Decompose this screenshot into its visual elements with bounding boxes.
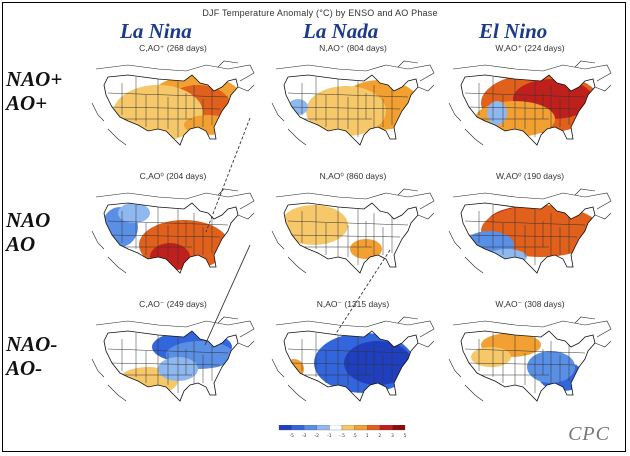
coastline-context xyxy=(91,60,255,146)
panel-title: C,AO⁰ (204 days) xyxy=(139,171,207,181)
colorbar-tick-label: -2 xyxy=(315,433,320,439)
state-borders xyxy=(107,333,229,393)
coastline-context xyxy=(91,316,255,402)
colorbar-swatch xyxy=(354,425,368,431)
row-label-neutral: NAO AO xyxy=(6,208,50,256)
colorbar-tick-label: 1 xyxy=(366,433,369,439)
panel-title: C,AO⁻ (249 days) xyxy=(139,299,207,309)
panel-title: N,AO⁰ (860 days) xyxy=(319,171,387,181)
panel-title: W,AO⁺ (224 days) xyxy=(495,43,565,53)
colorbar-tick-label: 5 xyxy=(404,433,407,439)
colorbar-swatch xyxy=(291,425,305,431)
state-borders xyxy=(287,205,409,265)
panel-title: W,AO⁰ (190 days) xyxy=(495,171,565,181)
colorbar-tick-label: .5 xyxy=(352,433,356,439)
state-borders xyxy=(464,333,586,393)
colorbar-swatch xyxy=(341,425,355,431)
panel-title: C,AO⁺ (268 days) xyxy=(139,43,207,53)
connector-dashed-middle xyxy=(334,249,391,336)
row-label-line: AO+ xyxy=(6,91,48,115)
state-borders xyxy=(107,77,229,137)
us-outline xyxy=(103,74,239,146)
map-svg xyxy=(271,60,435,146)
colorbar-swatch xyxy=(316,425,330,431)
colorbar: -5 -3 -2 -1 -.5 .5 1 2 3 5 xyxy=(278,425,407,439)
map-svg xyxy=(271,188,435,274)
map-panel-el-nino-ao-neutral xyxy=(445,183,615,293)
row-label-line: AO xyxy=(6,232,36,256)
coastline-context xyxy=(448,60,612,146)
row-label-line: AO- xyxy=(6,356,43,380)
panel-title: N,AO⁺ (804 days) xyxy=(319,43,387,53)
colorbar-tick-label: -5 xyxy=(289,433,294,439)
state-borders xyxy=(287,333,409,393)
us-outline xyxy=(460,202,596,274)
colorbar-swatch xyxy=(278,425,292,431)
coastline-context xyxy=(271,60,435,146)
coastline-context xyxy=(448,316,612,402)
us-outline xyxy=(283,202,419,274)
anomaly-shading xyxy=(471,347,511,367)
colorbar-swatch xyxy=(329,425,343,431)
row-label-line: NAO- xyxy=(6,332,58,356)
colorbar-swatch xyxy=(367,425,380,431)
us-outline xyxy=(283,330,419,402)
coastline-context xyxy=(271,188,435,274)
us-outline xyxy=(103,202,239,274)
map-svg xyxy=(271,316,435,402)
state-borders xyxy=(464,77,586,137)
map-panel-el-nino-ao-negative xyxy=(445,311,615,421)
state-borders xyxy=(107,205,229,265)
anomaly-shading xyxy=(118,203,150,223)
state-borders xyxy=(287,77,409,137)
us-outline xyxy=(460,330,596,402)
row-label-line: NAO+ xyxy=(6,67,63,91)
map-svg xyxy=(448,188,612,274)
column-header-la-nada: La Nada xyxy=(303,19,379,43)
us-outline xyxy=(103,330,239,402)
map-svg xyxy=(448,316,612,402)
row-label-line: NAO xyxy=(6,208,51,232)
map-svg xyxy=(91,316,255,402)
colorbar-swatch xyxy=(304,425,317,431)
state-borders xyxy=(464,205,586,265)
column-header-la-nina: La Nina xyxy=(120,19,192,43)
map-panel-la-nada-ao-neutral xyxy=(268,183,438,293)
figure-title: DJF Temperature Anomaly (°C) by ENSO and… xyxy=(202,8,438,18)
map-svg xyxy=(91,188,255,274)
us-outline xyxy=(283,74,419,146)
map-panel-la-nina-ao-positive xyxy=(88,55,258,165)
map-panel-la-nina-ao-negative xyxy=(88,311,258,421)
colorbar-tick-label: -1 xyxy=(327,433,332,439)
panel-title: W,AO⁻ (308 days) xyxy=(495,299,565,309)
connector-solid-lower xyxy=(204,244,251,346)
map-panel-la-nada-ao-negative xyxy=(268,311,438,421)
colorbar-swatch xyxy=(379,425,393,431)
cpc-credit: CPC xyxy=(568,423,610,445)
us-outline xyxy=(460,74,596,146)
connector-dashed-upper xyxy=(205,117,251,233)
colorbar-tick-label: -.5 xyxy=(339,433,345,439)
map-svg xyxy=(448,60,612,146)
colorbar-tick-label: 3 xyxy=(391,433,394,439)
map-panel-el-nino-ao-positive xyxy=(445,55,615,165)
map-svg xyxy=(91,60,255,146)
column-header-el-nino: El Nino xyxy=(479,19,548,43)
coastline-context xyxy=(271,316,435,402)
row-label-positive: NAO+ AO+ xyxy=(6,67,62,115)
colorbar-tick-label: -3 xyxy=(302,433,307,439)
map-panel-la-nada-ao-positive xyxy=(268,55,438,165)
coastline-context xyxy=(448,188,612,274)
coastline-context xyxy=(91,188,255,274)
row-label-negative: NAO- AO- xyxy=(6,332,57,380)
colorbar-swatch xyxy=(392,425,406,431)
colorbar-tick-label: 2 xyxy=(378,433,381,439)
map-panel-la-nina-ao-neutral xyxy=(88,183,258,293)
anomaly-shading xyxy=(344,341,412,385)
panel-title: N,AO⁻ (1315 days) xyxy=(316,299,390,309)
